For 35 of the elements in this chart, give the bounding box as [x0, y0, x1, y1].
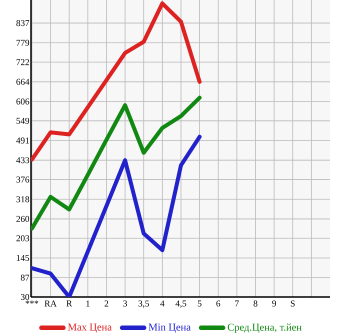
y-tick-label: 30	[20, 294, 30, 300]
y-tick-label: 318	[16, 196, 30, 202]
x-tick-label: RA	[44, 300, 57, 306]
line-series	[31, 1, 202, 162]
x-tick-label: R	[66, 300, 72, 306]
x-tick-label: ***	[26, 300, 38, 304]
legend-label: Min Цена	[148, 324, 191, 333]
legend-label: Max Цена	[68, 324, 112, 333]
x-tick-label: 9	[272, 300, 276, 307]
x-tick-label: 4,5	[176, 300, 186, 308]
y-tick-label: 549	[16, 118, 30, 124]
x-tick-label: 1	[86, 300, 90, 306]
y-tick-label: 491	[16, 138, 29, 144]
y-tick-label: 722	[16, 59, 29, 66]
x-tick-label: 7	[235, 300, 239, 306]
y-tick-label: 87	[20, 274, 30, 281]
y-tick-label: 145	[16, 254, 30, 261]
y-tick-label: 433	[16, 157, 30, 164]
x-tick-label: 2	[104, 300, 108, 306]
x-tick-label: 6	[216, 300, 220, 307]
legend-label: Сред.Цена, т.йен	[228, 323, 302, 333]
x-tick-label: S	[290, 300, 295, 307]
y-tick-label: 837	[16, 20, 30, 26]
y-tick-label: 376	[16, 176, 30, 183]
x-tick-label: 5	[198, 300, 202, 306]
x-tick-label: 8	[254, 300, 258, 307]
y-tick-label: 260	[16, 216, 30, 222]
x-tick-label: 3	[123, 300, 127, 307]
line-series	[31, 96, 202, 230]
y-tick-label: 203	[16, 235, 30, 242]
x-tick-label: 4	[160, 300, 164, 306]
y-tick-label: 606	[16, 98, 30, 105]
x-tick-label: 3,5	[138, 300, 149, 308]
y-tick-label: 779	[16, 40, 30, 46]
y-tick-label: 664	[16, 78, 30, 85]
